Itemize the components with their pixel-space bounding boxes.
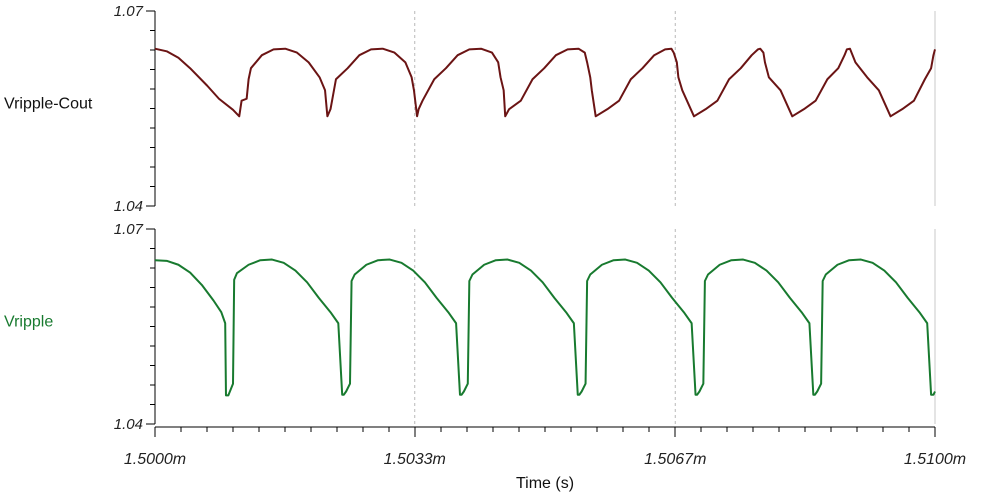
y-tick-label: 1.07 — [114, 221, 144, 238]
x-tick-label: 1.5000m — [124, 451, 186, 468]
x-axis: 1.5000m 1.5033m 1.5067m 1.5100m Time (s) — [124, 426, 966, 492]
series-label: Vripple — [4, 314, 53, 331]
y-tick-label: 1.07 — [114, 3, 144, 20]
panel-vripple-cout: 1.07 1.04 Vripple-Cout — [4, 3, 936, 215]
series-label: Vripple-Cout — [4, 96, 93, 113]
y-tick-label: 1.04 — [114, 416, 143, 433]
panel-vripple: 1.07 1.04 Vripple — [4, 221, 936, 433]
x-tick-label: 1.5100m — [904, 451, 966, 468]
x-tick-label: 1.5033m — [384, 451, 446, 468]
y-tick-label: 1.04 — [114, 198, 143, 215]
series-line-vripple-cout — [154, 47, 936, 118]
x-tick-label: 1.5067m — [644, 451, 706, 468]
series-line-vripple — [154, 258, 936, 397]
x-axis-label: Time (s) — [516, 475, 574, 492]
